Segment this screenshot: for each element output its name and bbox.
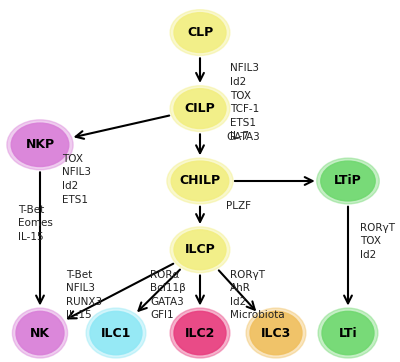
Text: ILCP: ILCP bbox=[185, 243, 215, 256]
Ellipse shape bbox=[321, 161, 375, 201]
Ellipse shape bbox=[174, 230, 226, 270]
Ellipse shape bbox=[171, 161, 229, 201]
Ellipse shape bbox=[317, 158, 379, 204]
Ellipse shape bbox=[174, 311, 226, 355]
Text: PLZF: PLZF bbox=[226, 201, 251, 211]
Text: LTiP: LTiP bbox=[334, 174, 362, 188]
Ellipse shape bbox=[174, 89, 226, 129]
Ellipse shape bbox=[12, 308, 68, 358]
Ellipse shape bbox=[170, 86, 230, 131]
Ellipse shape bbox=[318, 308, 378, 358]
Text: NKP: NKP bbox=[26, 138, 54, 151]
Ellipse shape bbox=[250, 311, 302, 355]
Text: GATA3: GATA3 bbox=[226, 132, 260, 142]
Text: ILC2: ILC2 bbox=[185, 327, 215, 340]
Ellipse shape bbox=[11, 123, 69, 167]
Text: LTi: LTi bbox=[339, 327, 357, 340]
Text: NFIL3
Id2
TOX
TCF-1
ETS1
IL-7: NFIL3 Id2 TOX TCF-1 ETS1 IL-7 bbox=[230, 63, 259, 141]
Ellipse shape bbox=[170, 10, 230, 55]
Ellipse shape bbox=[16, 311, 64, 355]
Text: T-Bet
Eomes
IL-15: T-Bet Eomes IL-15 bbox=[18, 205, 53, 242]
Ellipse shape bbox=[167, 158, 233, 204]
Ellipse shape bbox=[322, 311, 374, 355]
Ellipse shape bbox=[170, 227, 230, 273]
Ellipse shape bbox=[174, 13, 226, 52]
Text: RORγT
TOX
Id2: RORγT TOX Id2 bbox=[360, 223, 395, 260]
Text: TOX
NFIL3
Id2
ETS1: TOX NFIL3 Id2 ETS1 bbox=[62, 154, 91, 205]
Ellipse shape bbox=[246, 308, 306, 358]
Ellipse shape bbox=[7, 120, 73, 170]
Text: CLP: CLP bbox=[187, 26, 213, 39]
Text: NK: NK bbox=[30, 327, 50, 340]
Text: ILC3: ILC3 bbox=[261, 327, 291, 340]
Text: RORγT
AhR
Id2
Microbiota: RORγT AhR Id2 Microbiota bbox=[230, 270, 285, 320]
Ellipse shape bbox=[90, 311, 142, 355]
Text: CHILP: CHILP bbox=[180, 174, 220, 188]
Text: RORα
Bcl11β
GATA3
GFI1: RORα Bcl11β GATA3 GFI1 bbox=[150, 270, 186, 320]
Ellipse shape bbox=[170, 308, 230, 358]
Text: ILC1: ILC1 bbox=[101, 327, 131, 340]
Text: T-Bet
NFIL3
RUNX3
IL-15: T-Bet NFIL3 RUNX3 IL-15 bbox=[66, 270, 102, 320]
Text: CILP: CILP bbox=[185, 102, 215, 115]
Ellipse shape bbox=[86, 308, 146, 358]
